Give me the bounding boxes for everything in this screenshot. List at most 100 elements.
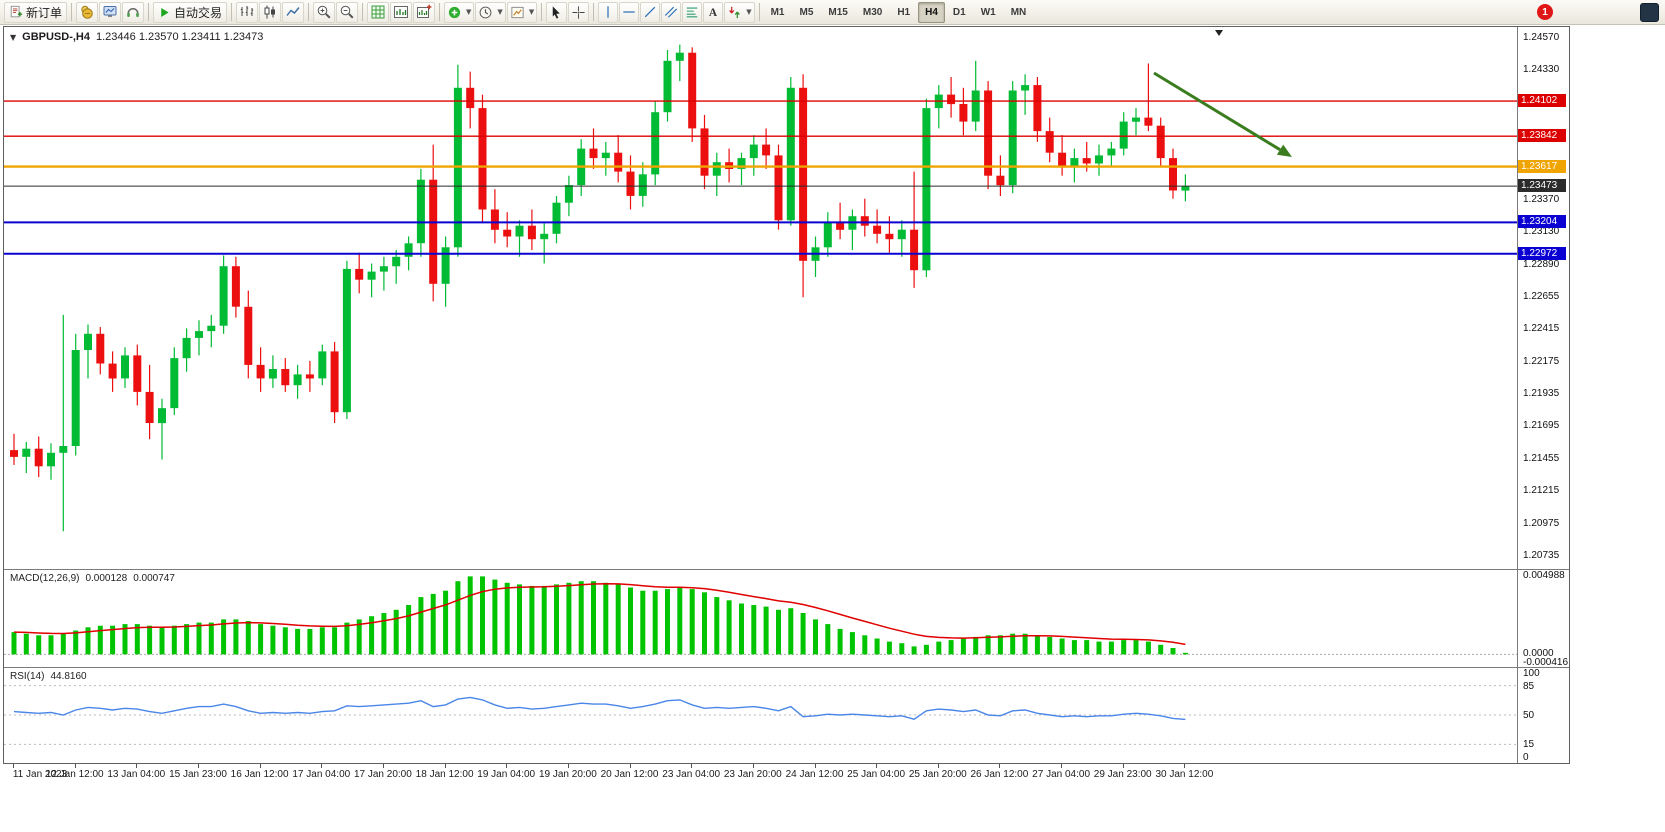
chart-canvas[interactable] [4,27,1517,763]
timeframe-button-w1[interactable]: W1 [980,6,996,18]
one-click-trading-toggle[interactable]: ▼ [10,32,17,42]
price-tick-label: 1.20975 [1523,517,1560,529]
crosshair-icon [572,5,585,19]
time-label: 20 Jan 12:00 [600,769,659,780]
text-tool-button[interactable]: A [703,1,724,23]
price-axis[interactable]: 1.24570 1.24330 1.23370 1.23130 1.22890 1.226… [1518,27,1569,763]
timeframe-button-d1[interactable]: D1 [952,6,966,18]
timeframe-button-m5[interactable]: M5 [799,6,814,18]
candle-body [47,452,55,467]
candle-body [1008,90,1017,186]
panel-separator-macd[interactable] [4,569,1569,570]
trend-arrow-annotation[interactable] [1153,71,1281,151]
time-label: 11 Jan 2023 [12,769,68,780]
candle-body [675,52,684,61]
candle-body [404,243,413,257]
timeframe-toolbar: M1 M5 M15 M30 H1 H4 D1 W1 MN [764,1,1034,23]
candle-body [71,350,80,446]
toolbar: 新订单 自动交易 [0,0,1665,25]
trendline-tool-button[interactable] [640,1,661,23]
trendline-icon [644,6,656,18]
crosshair-tool-button[interactable] [568,1,590,23]
trend-arrow-head [1276,144,1292,157]
candle-body [1107,148,1116,156]
new-order-label: 新订单 [26,5,63,20]
chart-shift-marker[interactable] [1215,30,1223,36]
toolbar-separator [593,3,595,21]
grid-toggle-button[interactable] [367,1,390,23]
time-axis[interactable]: 11 Jan 2023 12 Jan 12:00 13 Jan 04:00 15 Ja… [3,764,1568,782]
support-button[interactable] [122,1,145,23]
new-order-button[interactable]: 新订单 [4,1,68,23]
new-order-icon [10,5,23,18]
panel-separator-rsi[interactable] [4,667,1569,668]
zoom-out-icon [340,5,354,19]
auto-trading-button[interactable]: 自动交易 [153,1,228,23]
tile-chart-icon [394,6,409,18]
timeframe-button-m1[interactable]: M1 [770,6,785,18]
channel-tool-button[interactable] [661,1,682,23]
candle-body [281,369,290,386]
new-chart-button[interactable] [413,1,436,23]
zoom-out-button[interactable] [336,1,359,23]
horizontal-line-tool-button[interactable] [619,1,640,23]
bar-chart-mode-button[interactable] [236,1,259,23]
candlestick-icon [264,5,276,19]
price-tick-label: 1.21215 [1523,485,1560,497]
price-level-box: 1.24102 [1518,94,1566,108]
chart-plot-area[interactable] [4,27,1517,763]
templates-button[interactable]: ▼ [506,1,538,23]
time-tick [321,764,323,768]
market-watch-button[interactable] [76,1,99,23]
candle-body [552,202,561,234]
indicators-plus-icon [448,6,461,18]
time-label: 19 Jan 20:00 [538,769,597,780]
candlestick-mode-button[interactable] [259,1,282,23]
indicators-button[interactable]: ▼ [444,1,475,23]
time-label: 29 Jan 23:00 [1093,769,1152,780]
candle-body [959,104,968,122]
candle-body [268,369,277,379]
time-tick [691,764,693,768]
notification-badge[interactable]: 1 [1537,4,1553,20]
arrows-tool-button[interactable]: ▼ [724,1,755,23]
time-tick [814,764,816,768]
candle-body [441,247,450,284]
candle-body [478,108,487,210]
time-tick [999,764,1001,768]
time-label: 17 Jan 04:00 [292,769,351,780]
candle-body [1144,117,1153,126]
line-chart-icon [286,7,300,16]
timeframe-button-m30[interactable]: M30 [862,6,883,18]
candle-body [1082,158,1091,164]
timeframe-button-mn[interactable]: MN [1010,6,1027,18]
timeframe-button-h4[interactable]: H4 [918,1,945,23]
line-chart-mode-button[interactable] [282,1,305,23]
candle-body [244,306,253,365]
candle-body [158,408,166,424]
vertical-line-tool-button[interactable] [598,1,619,23]
chevron-down-icon: ▼ [746,8,752,16]
play-icon [161,7,169,17]
auto-trading-label: 自动交易 [174,5,223,20]
tile-windows-button[interactable] [390,1,413,23]
candle-body [1021,85,1030,91]
timeframe-button-m15[interactable]: M15 [828,6,848,18]
candle-body [416,179,425,244]
price-level-box: 1.23617 [1518,159,1566,173]
candle-body [1070,158,1079,167]
fibonacci-tool-button[interactable] [682,1,703,23]
toolbar-separator [71,3,73,21]
data-window-button[interactable] [99,1,122,23]
zoom-in-button[interactable] [313,1,336,23]
rsi-scale-label: 85 [1523,680,1535,692]
time-label: 27 Jan 04:00 [1032,769,1090,780]
periods-button[interactable]: ▼ [475,1,506,23]
rsi-scale-label: 0 [1523,752,1529,763]
cursor-tool-button[interactable] [546,1,568,23]
time-tick [876,764,878,768]
timeframe-button-h1[interactable]: H1 [897,6,911,18]
candle-body [651,112,660,175]
candle-body [712,162,721,176]
macd-name: MACD(12,26,9) [10,573,80,584]
